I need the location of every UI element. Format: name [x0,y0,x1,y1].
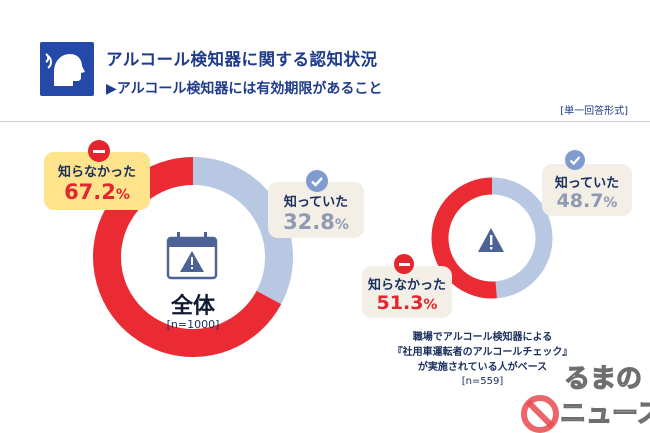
slice-label: 知らなかった [367,278,446,293]
minus-icon [88,140,110,162]
slice-label: 知っていた [554,176,620,191]
speaking-head-icon [45,53,85,86]
page-subtitle: ▶アルコール検知器には有効期限があること [106,81,383,97]
watermark-logo-icon [521,395,559,433]
slice-label: 知らなかった [57,165,136,180]
header-divider [0,121,650,122]
calendar-warning-icon [166,232,218,280]
sample-size-checked: [n=559] [461,376,504,387]
logo-icon [40,42,94,96]
page-title: アルコール検知器に関する認知状況 [106,50,378,69]
donut-slice-0 [192,157,293,305]
check-icon [565,150,585,170]
slice-value: 48.7% [556,190,618,212]
base-note-line: 『社用車運転者のアルコールチェック』 [392,347,573,358]
bubble-checked-unknown: 知らなかった 51.3% [362,266,452,318]
donut-slice-0 [491,177,553,299]
minus-icon [394,254,414,274]
check-icon [306,170,328,192]
bubble-checked-known: 知っていた 48.7% [542,164,632,216]
slice-value: 67.2% [64,180,130,204]
kuruma-news-watermark: るまの ニュース [521,363,650,433]
watermark-line2: ニュース [560,399,650,429]
slice-value: 51.3% [376,292,438,314]
warning-icon [478,228,504,252]
base-note-line: 職場でアルコール検知器による [412,332,553,343]
slice-value: 32.8% [283,210,349,234]
donut-chart-checked-workplaces [431,177,553,299]
base-note: 職場でアルコール検知器による 『社用車運転者のアルコールチェック』 が実施されて… [380,330,585,375]
slice-label: 知っていた [283,195,349,210]
base-note-line: が実施されている人がベース [417,362,548,373]
sample-size-overall: [n=1000] [166,318,220,331]
answer-format-note: [単一回答形式] [560,106,628,117]
donut-slice-1 [431,177,497,299]
chart-title-overall: 全体 [170,294,215,319]
watermark-line1: るまの [564,364,642,394]
